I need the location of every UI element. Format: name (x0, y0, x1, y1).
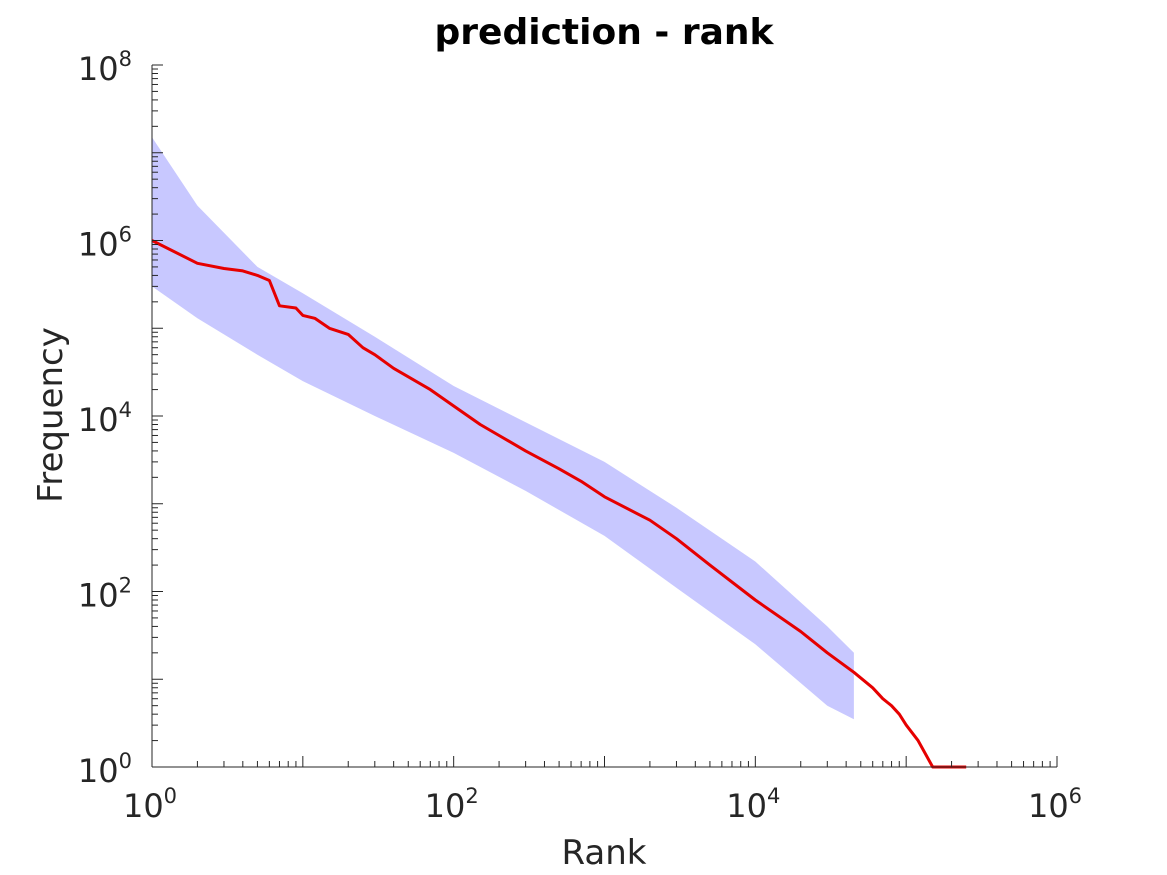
x-tick-label: 106 (1028, 784, 1082, 825)
x-tick-label: 102 (425, 784, 479, 825)
x-tick-label: 100 (123, 784, 177, 825)
y-tick-label: 106 (78, 223, 132, 264)
x-tick-label: 104 (726, 784, 780, 825)
plot-area: 100 102 104 106 100 102 104 106 108 (78, 47, 1082, 825)
y-tick-label: 100 (78, 749, 132, 790)
y-tick-label: 108 (78, 47, 132, 88)
x-axis-label: Rank (562, 833, 647, 873)
series-line (151, 239, 967, 769)
chart-title: prediction - rank (435, 12, 775, 53)
prediction-band (152, 137, 854, 720)
y-tick-label: 102 (78, 574, 132, 615)
y-axis-label: Frequency (31, 327, 71, 503)
axes: 100 102 104 106 100 102 104 106 108 (78, 47, 1082, 825)
y-tick-label: 104 (78, 398, 132, 439)
